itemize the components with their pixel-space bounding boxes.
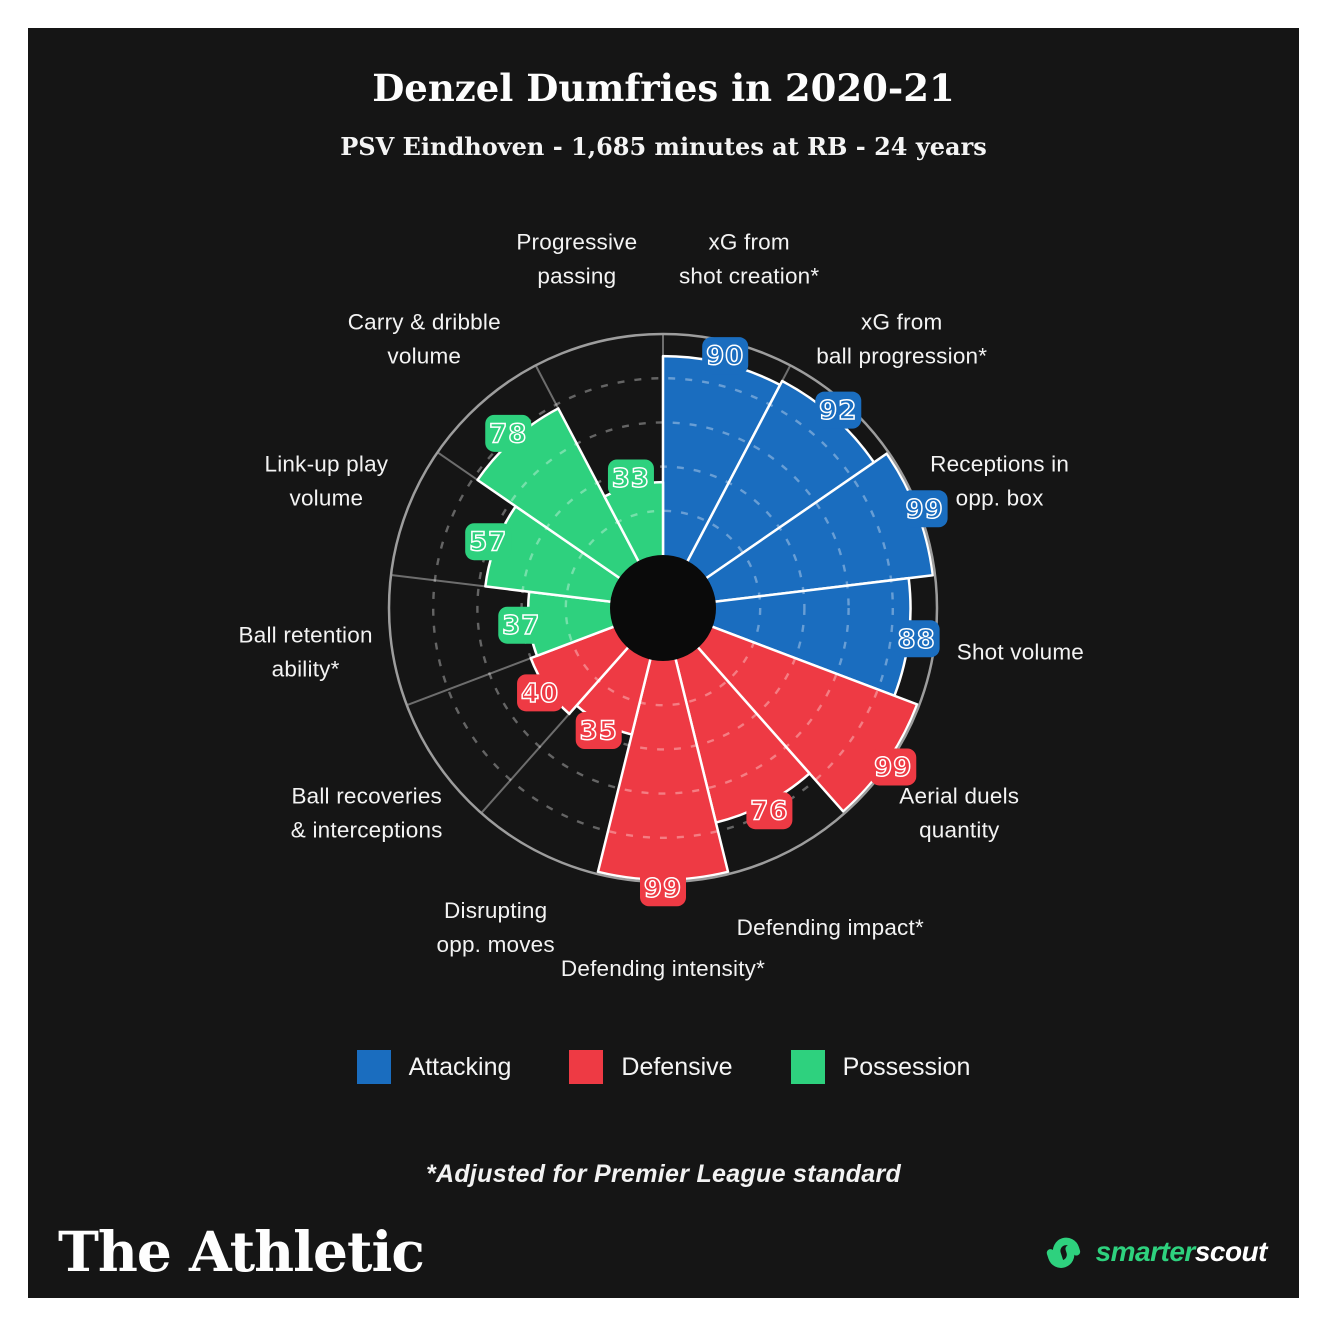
pizza-chart: 90 92 99 88 99 76 99 35 40 37 57 78 33 xG from shot cr… (239, 229, 1084, 981)
value-badge-ball-retention-ability: 37 (498, 606, 545, 644)
value-badge-receptions-in-opp-box: 99 (901, 490, 948, 528)
smarterscout-icon (1046, 1237, 1080, 1268)
footnote: *Adjusted for Premier League standard (425, 1160, 902, 1188)
value-badge-progressive-passing: 33 (607, 459, 654, 497)
page-title: Denzel Dumfries in 2020-21 (372, 66, 955, 110)
svg-text:90: 90 (706, 342, 744, 372)
value-badge-link-up-play-volume: 57 (465, 523, 512, 561)
svg-text:99: 99 (874, 753, 912, 783)
svg-text:99: 99 (906, 495, 944, 525)
smarterscout-text-green: smarter (1095, 1235, 1196, 1267)
value-badge-shot-volume: 88 (893, 620, 940, 658)
svg-text:88: 88 (898, 625, 936, 655)
svg-text:Progressive: Progressive (516, 229, 637, 254)
sector-label-progressive-passing: Progressive passing (516, 229, 637, 288)
svg-text:76: 76 (750, 797, 788, 827)
legend-item-attacking: Attacking (356, 1050, 512, 1084)
the-athletic-logo: The Athletic (58, 1219, 425, 1284)
sector-label-shot-volume: Shot volume (957, 639, 1084, 664)
svg-text:ball progression*: ball progression* (816, 344, 987, 369)
svg-text:35: 35 (580, 717, 618, 747)
svg-text:Defending impact*: Defending impact* (737, 915, 924, 940)
sector-label-defending-intensity: Defending intensity* (561, 956, 765, 981)
svg-text:xG from: xG from (861, 310, 942, 335)
legend-swatch-attacking (356, 1050, 391, 1084)
svg-text:opp. moves: opp. moves (437, 932, 555, 957)
sector-label-xg-from-shot-creation: xG from shot creation* (679, 229, 819, 288)
page-subtitle: PSV Eindhoven - 1,685 minutes at RB - 24… (340, 132, 987, 161)
grid-ring (564, 509, 762, 707)
value-badge-defending-impact: 76 (746, 792, 793, 830)
infographic-canvas: Denzel Dumfries in 2020-21 PSV Eindhoven… (28, 28, 1299, 1298)
svg-text:volume: volume (290, 485, 364, 510)
svg-text:Carry & dribble: Carry & dribble (348, 310, 501, 335)
sector-label-disrupting-opp-moves: Disrupting opp. moves (437, 898, 555, 957)
header: Denzel Dumfries in 2020-21 PSV Eindhoven… (28, 66, 1299, 161)
legend-label-possession: Possession (842, 1052, 971, 1081)
value-badge-xg-from-ball-progression: 92 (815, 391, 862, 429)
value-badge-carry-dribble-volume: 78 (485, 414, 532, 452)
center-hub (610, 555, 716, 661)
svg-text:40: 40 (521, 679, 559, 709)
legend-label-attacking: Attacking (408, 1052, 512, 1081)
legend-label-defensive: Defensive (621, 1052, 733, 1081)
sector-label-defending-impact: Defending impact* (737, 915, 924, 940)
sector-label-xg-from-ball-progression: xG from ball progression* (816, 310, 987, 369)
footer: The Athletic smarterscout (58, 1219, 1268, 1284)
value-badge-defending-intensity: 99 (640, 869, 686, 907)
chart-legend: Attacking Defensive Possession (28, 1050, 1299, 1084)
svg-text:57: 57 (469, 528, 507, 558)
svg-text:Aerial duels: Aerial duels (899, 784, 1019, 809)
svg-text:Defending intensity*: Defending intensity* (561, 956, 765, 981)
smarterscout-text-white: scout (1194, 1235, 1268, 1267)
legend-item-defensive: Defensive (569, 1050, 733, 1084)
svg-text:99: 99 (644, 874, 682, 904)
value-badge-xg-from-shot-creation: 90 (702, 337, 749, 375)
svg-text:Ball recoveries: Ball recoveries (291, 784, 442, 809)
svg-text:Receptions in: Receptions in (930, 451, 1069, 476)
svg-text:Link-up play: Link-up play (265, 451, 389, 476)
svg-text:ability*: ability* (272, 656, 340, 681)
svg-text:volume: volume (387, 344, 461, 369)
svg-text:37: 37 (502, 611, 540, 641)
value-badge-aerial-duels-quantity: 99 (870, 748, 917, 786)
svg-text:xG from: xG from (708, 229, 789, 254)
sector-label-carry-dribble-volume: Carry & dribble volume (348, 310, 501, 369)
legend-swatch-defensive (569, 1050, 604, 1084)
sector-label-ball-retention-ability: Ball retention ability* (239, 622, 373, 681)
value-badge-ball-recoveries-interceptions: 40 (517, 674, 564, 712)
svg-text:Shot volume: Shot volume (957, 639, 1084, 664)
svg-text:quantity: quantity (919, 818, 1000, 843)
grid-ring (432, 377, 895, 840)
smarterscout-logo: smarterscout (1042, 1230, 1268, 1274)
sector-label-aerial-duels-quantity: Aerial duels quantity (899, 784, 1019, 843)
grid-ring (476, 421, 850, 795)
svg-text:shot creation*: shot creation* (679, 263, 819, 288)
svg-text:opp. box: opp. box (956, 485, 1044, 510)
svg-text:Disrupting: Disrupting (444, 898, 547, 923)
svg-text:92: 92 (819, 396, 857, 426)
legend-swatch-possession (790, 1050, 825, 1084)
svg-text:78: 78 (489, 419, 527, 449)
value-badge-disrupting-opp-moves: 35 (575, 712, 622, 750)
sector-label-ball-recoveries-interceptions: Ball recoveries & interceptions (291, 784, 443, 843)
svg-text:& interceptions: & interceptions (291, 818, 443, 843)
svg-text:passing: passing (537, 263, 616, 288)
sector-label-link-up-play-volume: Link-up play volume (265, 451, 389, 510)
svg-text:33: 33 (612, 464, 650, 494)
sector-label-receptions-in-opp-box: Receptions in opp. box (930, 451, 1069, 510)
svg-text:Ball retention: Ball retention (239, 622, 373, 647)
legend-item-possession: Possession (790, 1050, 971, 1084)
